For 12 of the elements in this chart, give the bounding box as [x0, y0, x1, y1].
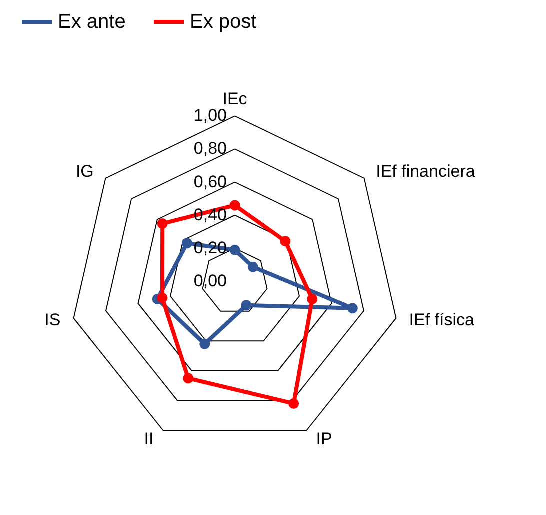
y-tick-label: 1,00 [194, 106, 227, 126]
spoke-label: II [144, 429, 154, 448]
spoke-label: IEf financiera [376, 162, 476, 182]
legend-label: Ex post [190, 11, 258, 33]
legend-label: Ex ante [58, 11, 126, 33]
spoke-label: IS [44, 310, 61, 330]
spoke-label: IP [316, 429, 332, 448]
spoke-label: IEc [222, 90, 248, 109]
spoke-label: IEf física [409, 310, 476, 330]
spoke-label: IG [76, 162, 94, 182]
y-tick-label: 0,60 [194, 172, 227, 192]
y-tick-label: 0,80 [194, 139, 227, 158]
